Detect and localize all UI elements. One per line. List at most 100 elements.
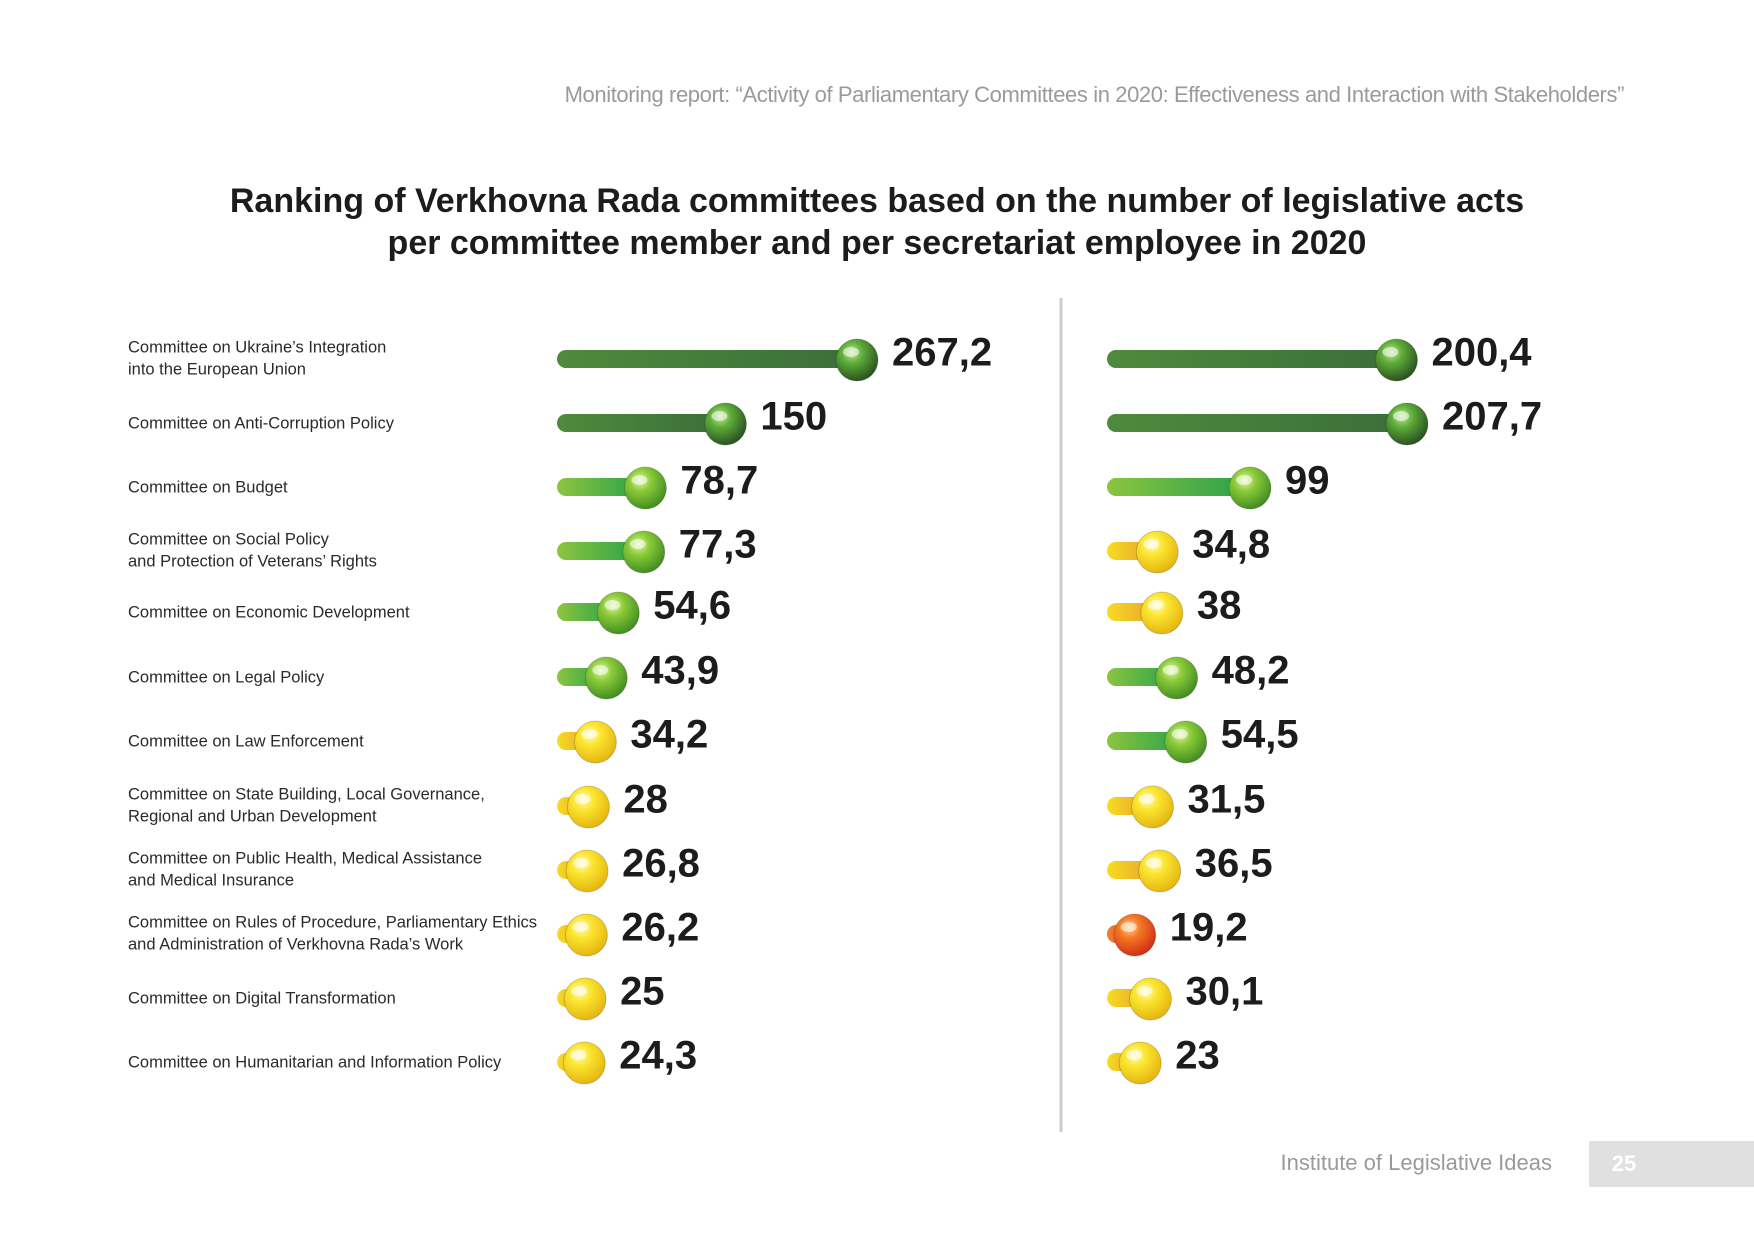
knob-highlight: [572, 922, 589, 932]
category-label: Committee on State Building, Local Gover…: [128, 785, 485, 803]
category-label: and Protection of Veterans’ Rights: [128, 552, 377, 570]
bar-s1-2: 150: [557, 395, 827, 446]
bar-s1-7: 34,2: [557, 713, 708, 764]
chart-title-line-2: per committee member and per secretariat…: [387, 224, 1367, 262]
bar-knob: [1155, 656, 1199, 700]
category-label: Committee on Rules of Procedure, Parliam…: [128, 913, 537, 931]
knob-highlight: [1235, 475, 1252, 485]
bar-s1-6: 43,9: [557, 649, 719, 700]
bar-knob: [835, 338, 879, 382]
bar-knob: [1113, 913, 1157, 957]
category-label: Committee on Budget: [128, 478, 288, 496]
knob-highlight: [1393, 411, 1409, 421]
bar-knob: [703, 402, 747, 446]
category-label: Committee on Public Health, Medical Assi…: [128, 849, 482, 867]
knob-highlight: [1145, 858, 1162, 868]
value-label: 19,2: [1170, 906, 1248, 950]
knob-highlight: [574, 794, 591, 804]
bar-s1-3: 78,7: [557, 459, 758, 510]
knob-highlight: [1126, 1050, 1143, 1060]
bar-s1-4: 77,3: [557, 523, 757, 574]
value-label: 38: [1197, 584, 1242, 628]
bar-knob: [622, 530, 666, 574]
value-label: 267,2: [892, 331, 992, 375]
value-label: 30,1: [1185, 970, 1263, 1014]
value-label: 31,5: [1187, 778, 1265, 822]
category-label: Committee on Social Policy: [128, 530, 330, 548]
category-label: Committee on Legal Policy: [128, 668, 325, 686]
value-label: 24,3: [619, 1034, 697, 1078]
value-label: 34,2: [630, 713, 708, 757]
value-label: 200,4: [1431, 331, 1532, 375]
bar-knob: [1164, 720, 1208, 764]
bar-knob: [563, 977, 607, 1021]
bar-track: [1107, 414, 1407, 432]
bar-s2-12: 23: [1107, 1034, 1220, 1085]
bar-track: [557, 350, 857, 368]
knob-highlight: [1136, 986, 1153, 996]
bar-s1-10: 26,2: [557, 906, 699, 957]
knob-highlight: [604, 600, 621, 610]
bar-knob: [1135, 530, 1179, 574]
bar-s1-1: 267,2: [557, 331, 992, 382]
bar-knob: [1138, 849, 1182, 893]
value-label: 36,5: [1195, 842, 1273, 886]
bar-knob: [565, 849, 609, 893]
bar-s2-11: 30,1: [1107, 970, 1263, 1021]
category-label: Committee on Law Enforcement: [128, 732, 364, 750]
bar-s2-7: 54,5: [1107, 713, 1299, 764]
knob-highlight: [570, 1050, 587, 1060]
bar-s2-2: 207,7: [1107, 395, 1542, 446]
category-labels: Committee on Ukraine’s Integration into t…: [128, 338, 537, 1071]
knob-highlight: [581, 729, 598, 739]
bar-knob: [1385, 402, 1429, 446]
bar-s2-6: 48,2: [1107, 649, 1290, 700]
knob-highlight: [1120, 922, 1137, 932]
category-label: Committee on Digital Transformation: [128, 989, 396, 1007]
category-label: Committee on Humanitarian and Informatio…: [128, 1053, 502, 1071]
bar-s1-12: 24,3: [557, 1034, 697, 1085]
bar-s2-5: 38: [1107, 584, 1242, 635]
knob-highlight: [571, 986, 588, 996]
bar-knob: [1118, 1041, 1162, 1085]
category-label: into the European Union: [128, 360, 306, 378]
footer-tab: [1589, 1141, 1754, 1187]
page-number: 25: [1611, 1151, 1637, 1176]
bar-s2-8: 31,5: [1107, 778, 1265, 829]
knob-highlight: [711, 411, 728, 421]
bar-knob: [596, 591, 640, 635]
bar-knob: [562, 1041, 606, 1085]
knob-highlight: [1162, 665, 1179, 675]
value-label: 26,2: [621, 906, 699, 950]
value-label: 25: [620, 970, 665, 1014]
knob-highlight: [629, 539, 646, 549]
knob-highlight: [631, 475, 648, 485]
value-label: 48,2: [1212, 649, 1290, 693]
chart-title: Ranking of Verkhovna Rada committees bas…: [0, 180, 1754, 264]
bar-track: [1107, 478, 1250, 496]
footer-organization: Institute of Legislative Ideas: [1280, 1150, 1553, 1175]
knob-highlight: [1138, 794, 1155, 804]
knob-highlight: [573, 858, 590, 868]
bar-knob: [573, 720, 617, 764]
knob-highlight: [1147, 600, 1164, 610]
value-label: 150: [760, 395, 827, 439]
value-label: 23: [1175, 1034, 1220, 1078]
chart-title-line-1: Ranking of Verkhovna Rada committees bas…: [229, 182, 1525, 220]
bar-track: [1107, 350, 1397, 368]
report-title: Monitoring report: “Activity of Parliame…: [564, 82, 1625, 107]
value-label: 78,7: [680, 459, 758, 503]
value-label: 26,8: [622, 842, 700, 886]
bar-s2-10: 19,2: [1107, 906, 1248, 957]
bar-track: [557, 478, 646, 496]
value-label: 54,6: [653, 584, 731, 628]
bar-s1-9: 26,8: [557, 842, 700, 893]
bar-track: [557, 542, 644, 560]
bar-knob: [1128, 977, 1172, 1021]
bar-s1-11: 25: [557, 970, 665, 1021]
knob-highlight: [1382, 347, 1399, 357]
bar-knob: [1130, 785, 1174, 829]
bar-knob: [566, 785, 610, 829]
